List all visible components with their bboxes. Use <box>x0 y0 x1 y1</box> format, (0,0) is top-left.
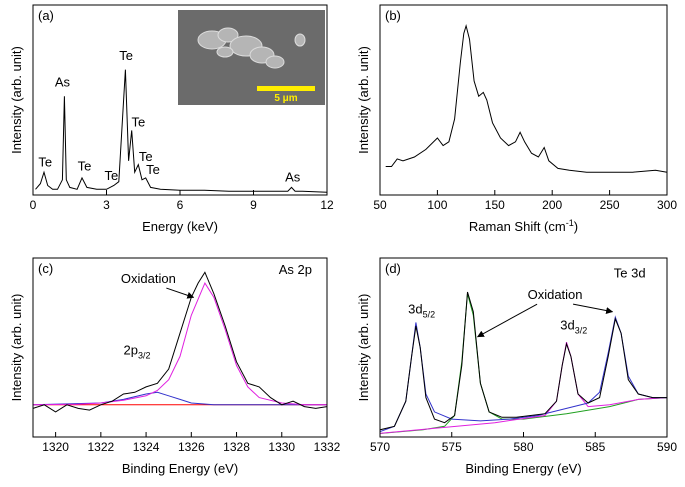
annotation-text: Oxidation <box>121 271 176 286</box>
panel-label: (b) <box>385 8 401 23</box>
x-tick-label: 1324 <box>133 440 160 454</box>
annotation-text: Te 3d <box>614 266 646 281</box>
x-tick-label: 300 <box>657 198 677 212</box>
x-tick-label: 1330 <box>268 440 295 454</box>
spectrum-line <box>379 341 668 434</box>
annotation: 3d5/2 <box>408 301 435 319</box>
x-tick-label: 150 <box>485 198 505 212</box>
annotation-sub: 3/2 <box>575 326 588 336</box>
spectrum-line <box>35 69 328 193</box>
x-tick-label: 1326 <box>178 440 205 454</box>
x-tick-label: 1322 <box>87 440 114 454</box>
x-tick-label: 590 <box>657 440 677 454</box>
y-axis-label: Intensity (arb. unit) <box>356 46 371 154</box>
plot-frame <box>379 4 668 196</box>
x-axis-label-text: Raman Shift (cm <box>469 219 566 234</box>
annotation-text: Te <box>119 48 133 63</box>
annotation: Te <box>38 155 52 170</box>
x-tick-label: 9 <box>250 198 257 212</box>
annotation: Te <box>139 149 153 164</box>
x-tick-label: 200 <box>542 198 562 212</box>
annotation-sub: 5/2 <box>423 309 436 319</box>
annotation: Oxidation <box>528 287 583 302</box>
x-axis-label: Energy (keV) <box>142 219 218 234</box>
annotation-text: 2p <box>124 343 138 358</box>
annotation-text: As 2p <box>279 262 312 277</box>
particle <box>265 55 285 69</box>
x-tick-label: 585 <box>585 440 605 454</box>
x-axis-label-text: Binding Energy (eV) <box>465 461 581 476</box>
spectrum-line <box>32 271 328 413</box>
x-tick-label: 6 <box>177 198 184 212</box>
x-tick-label: 250 <box>600 198 620 212</box>
annotation-text: Oxidation <box>528 287 583 302</box>
x-tick-label: 12 <box>320 198 334 212</box>
y-axis-label: Intensity (arb. unit) <box>9 294 24 402</box>
plot-frame <box>32 257 328 438</box>
x-tick-label: 575 <box>442 440 462 454</box>
particle <box>294 33 306 47</box>
x-axis-label: Binding Energy (eV) <box>122 461 238 476</box>
annotation: Te <box>105 168 119 183</box>
annotation-text: Te <box>38 155 52 170</box>
annotation: Oxidation <box>121 271 176 286</box>
annotation: Te <box>131 115 145 130</box>
x-tick-label: 570 <box>370 440 390 454</box>
x-tick-label: 1332 <box>314 440 341 454</box>
x-tick-label: 3 <box>103 198 110 212</box>
x-tick-label: 1328 <box>223 440 250 454</box>
particle <box>217 27 239 43</box>
scale-label: 5 μm <box>274 93 297 104</box>
annotation-text: 3d <box>560 318 574 333</box>
annotation: 2p3/2 <box>124 343 151 361</box>
annotation-text: Te <box>146 162 160 177</box>
spectrum-line <box>379 291 667 431</box>
annotation: Te <box>119 48 133 63</box>
annotation: Te 3d <box>614 266 646 281</box>
annotation-text: Te <box>131 115 145 130</box>
x-axis-label: Raman Shift (cm-1) <box>469 218 578 234</box>
annotation-sub: 3/2 <box>138 351 151 361</box>
annotation-text: Te <box>78 158 92 173</box>
annotation: 3d3/2 <box>560 318 587 336</box>
annotation-arrow <box>166 287 195 299</box>
annotation-text: 3d <box>408 301 422 316</box>
x-axis-label-end: ) <box>574 219 578 234</box>
annotation-arrow <box>572 303 614 314</box>
spectrum-line <box>32 282 327 406</box>
annotation-text: Te <box>139 149 153 164</box>
particle <box>216 46 234 58</box>
annotation: As <box>285 170 301 185</box>
x-tick-label: 0 <box>30 198 37 212</box>
panel-label: (c) <box>38 261 53 276</box>
y-axis-label: Intensity (arb. unit) <box>356 294 371 402</box>
x-axis-label: Binding Energy (eV) <box>465 461 581 476</box>
panel-label: (d) <box>385 261 401 276</box>
spectrum-line <box>385 24 668 173</box>
x-axis-label-sup: -1 <box>566 218 574 228</box>
annotation-text: As <box>285 170 301 185</box>
scale-bar <box>257 86 315 91</box>
x-axis-label-text: Energy (keV) <box>142 219 218 234</box>
annotation: As 2p <box>279 262 312 277</box>
x-tick-label: 100 <box>427 198 447 212</box>
annotation: Te <box>146 162 160 177</box>
annotation: As <box>55 75 71 90</box>
panel-label: (a) <box>38 8 54 23</box>
x-tick-label: 580 <box>513 440 533 454</box>
y-axis-label: Intensity (arb. unit) <box>9 46 24 154</box>
annotation-text: Te <box>105 168 119 183</box>
annotation: Te <box>78 158 92 173</box>
annotation-arrow <box>476 303 538 338</box>
x-tick-label: 1320 <box>42 440 69 454</box>
annotation-text: As <box>55 75 71 90</box>
x-tick-label: 50 <box>373 198 387 212</box>
x-axis-label-text: Binding Energy (eV) <box>122 461 238 476</box>
